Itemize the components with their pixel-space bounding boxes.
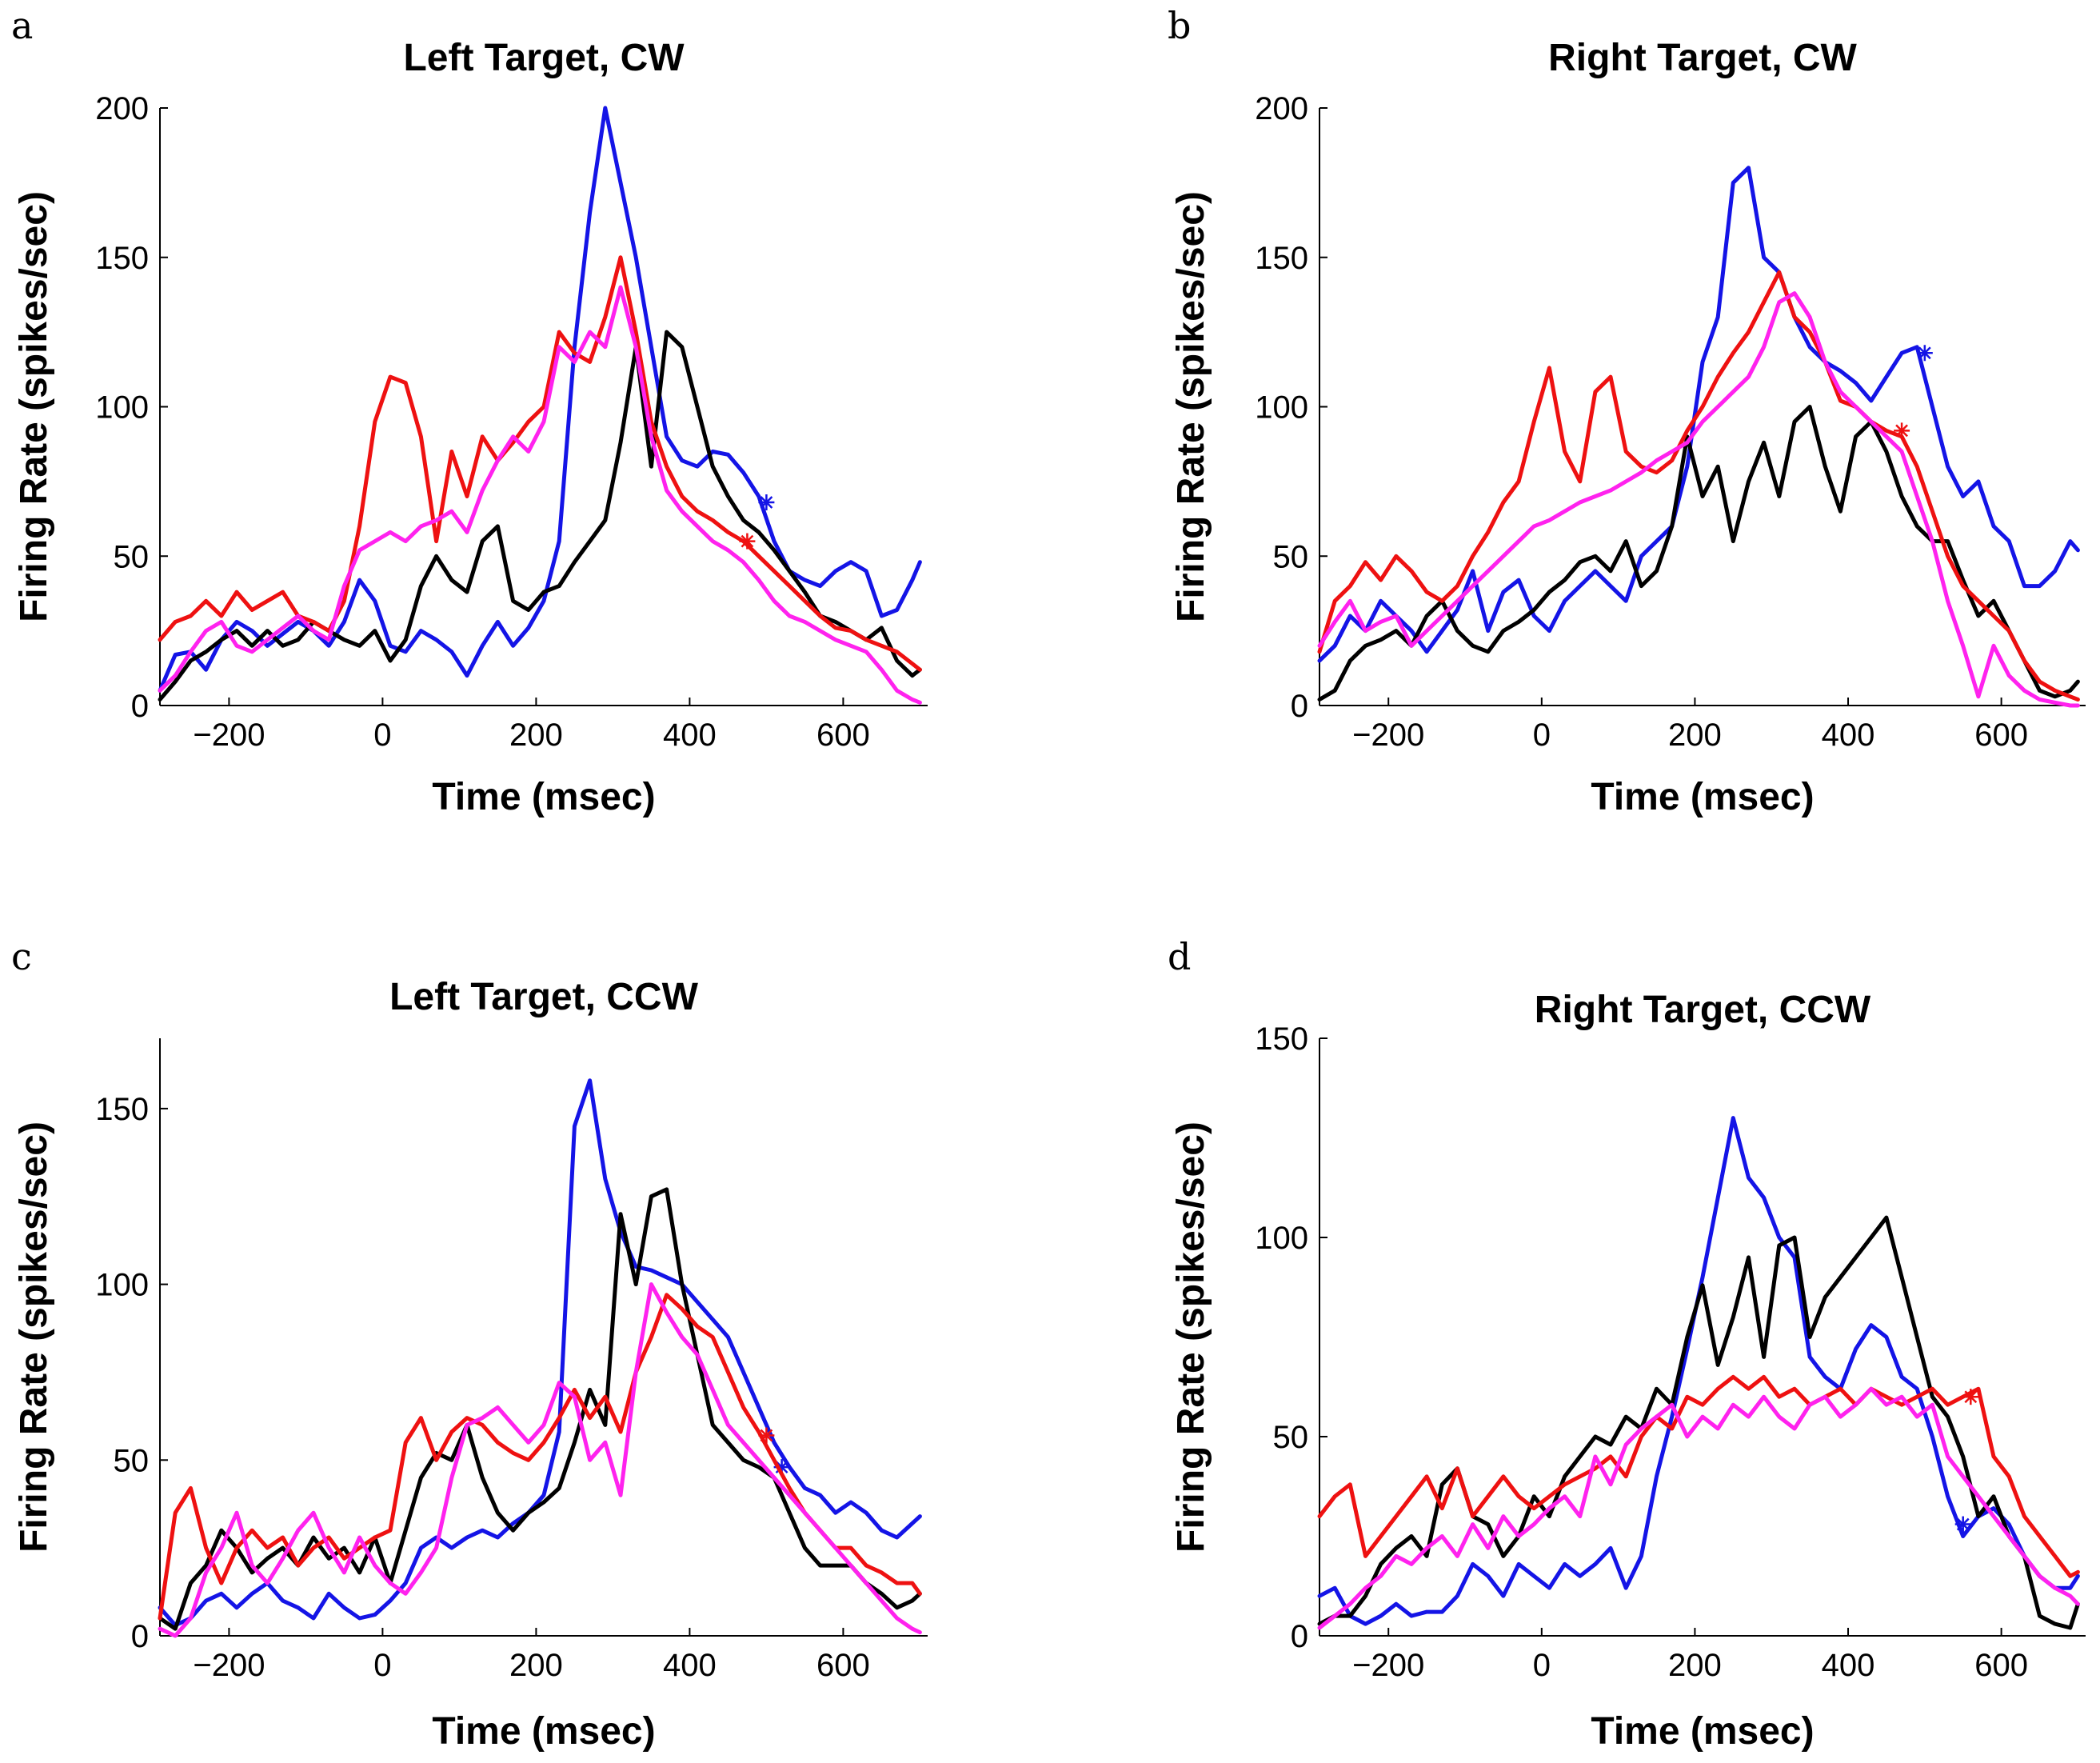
y-tick-label: 200 xyxy=(1255,91,1308,126)
chart-title: Right Target, CW xyxy=(1548,37,1857,79)
series-line-blue xyxy=(158,106,922,693)
x-tick-label: 0 xyxy=(373,1648,391,1683)
series-line-black xyxy=(158,1187,922,1631)
panel-d: d Right Target, CCW 0 50 100 150 −200 0 200 400 60… xyxy=(1168,935,2086,1753)
y-tick-label: 0 xyxy=(131,1619,149,1654)
panel-letter: c xyxy=(11,935,32,978)
x-tick-label: 600 xyxy=(816,718,870,753)
x-tick-label: 0 xyxy=(1533,1648,1551,1683)
panel-b: b Right Target, CW 0 50 100 150 200 −200 0 200 400… xyxy=(1168,4,2086,818)
asterisk-marker-red xyxy=(1894,422,1910,439)
x-tick-label: 400 xyxy=(663,718,717,753)
y-tick-label: 100 xyxy=(1255,390,1308,426)
panel-letter: d xyxy=(1168,935,1191,978)
y-tick-label: 0 xyxy=(1291,689,1308,724)
y-tick-label: 100 xyxy=(95,1268,149,1303)
series-line-magenta xyxy=(158,285,922,705)
panel-c: c Left Target, CCW 0 50 100 150 −200 0 200 400 600… xyxy=(11,935,928,1753)
y-axis-label: Firing Rate (spikes/sec) xyxy=(1170,191,1212,622)
y-tick-label: 100 xyxy=(1255,1221,1308,1256)
y-tick-label: 150 xyxy=(95,1092,149,1127)
y-tick-label: 200 xyxy=(95,91,149,126)
x-tick-label: 600 xyxy=(1974,1648,2028,1683)
x-tick-label: 600 xyxy=(1974,718,2028,753)
y-tick-label: 50 xyxy=(114,1443,150,1478)
series-line-blue xyxy=(1317,166,2080,663)
x-tick-label: 400 xyxy=(663,1648,717,1683)
series-line-red xyxy=(1317,270,2080,702)
asterisk-marker-red xyxy=(758,1427,775,1444)
series-line-black xyxy=(158,330,922,702)
y-tick-label: 50 xyxy=(114,539,150,574)
x-tick-label: −200 xyxy=(193,718,265,753)
y-tick-label: 50 xyxy=(1273,1420,1309,1455)
series-line-black xyxy=(1317,1215,2080,1630)
y-tick-label: 50 xyxy=(1273,539,1309,574)
panel-letter: a xyxy=(11,4,33,47)
x-axis-label: Time (msec) xyxy=(432,1710,655,1753)
asterisk-marker-blue xyxy=(758,494,775,511)
x-tick-label: 200 xyxy=(509,1648,563,1683)
x-axis-label: Time (msec) xyxy=(1591,1710,1814,1753)
x-tick-label: 0 xyxy=(373,718,391,753)
series-line-magenta xyxy=(1317,291,2080,708)
series-line-blue xyxy=(1317,1116,2080,1626)
panel-letter: b xyxy=(1168,4,1191,47)
chart-title: Left Target, CW xyxy=(403,37,685,79)
y-tick-label: 0 xyxy=(131,689,149,724)
x-tick-label: −200 xyxy=(1352,1648,1424,1683)
y-tick-label: 150 xyxy=(95,241,149,276)
y-axis-label: Firing Rate (spikes/sec) xyxy=(13,1121,55,1553)
chart-title: Right Target, CCW xyxy=(1535,989,1871,1031)
series-line-magenta xyxy=(158,1282,922,1638)
asterisk-marker-red xyxy=(739,533,756,550)
x-tick-label: 200 xyxy=(1668,1648,1722,1683)
y-tick-label: 100 xyxy=(95,390,149,426)
y-tick-label: 150 xyxy=(1255,1021,1308,1057)
series-line-magenta xyxy=(1317,1386,2080,1630)
x-tick-label: 200 xyxy=(1668,718,1722,753)
x-tick-label: 200 xyxy=(509,718,563,753)
series-line-red xyxy=(1317,1374,2080,1578)
x-tick-label: −200 xyxy=(193,1648,265,1683)
asterisk-marker-blue xyxy=(1916,345,1933,362)
y-tick-label: 150 xyxy=(1255,241,1308,276)
x-tick-label: 400 xyxy=(1822,1648,1875,1683)
x-axis-label: Time (msec) xyxy=(432,776,655,818)
x-axis-label: Time (msec) xyxy=(1591,776,1814,818)
series-line-blue xyxy=(158,1078,922,1628)
y-axis-label: Firing Rate (spikes/sec) xyxy=(1170,1121,1212,1553)
asterisk-marker-blue xyxy=(1954,1516,1971,1533)
y-axis-label: Firing Rate (spikes/sec) xyxy=(13,191,55,622)
x-tick-label: 600 xyxy=(816,1648,870,1683)
x-tick-label: 0 xyxy=(1533,718,1551,753)
asterisk-marker-red xyxy=(1962,1389,1979,1405)
chart-title: Left Target, CCW xyxy=(389,976,698,1018)
y-tick-label: 0 xyxy=(1291,1619,1308,1654)
x-tick-label: 400 xyxy=(1822,718,1875,753)
x-tick-label: −200 xyxy=(1352,718,1424,753)
panel-a: a Left Target, CW 0 50 100 150 200 −200 0 200 400 6… xyxy=(11,4,928,818)
series-line-red xyxy=(158,255,922,672)
